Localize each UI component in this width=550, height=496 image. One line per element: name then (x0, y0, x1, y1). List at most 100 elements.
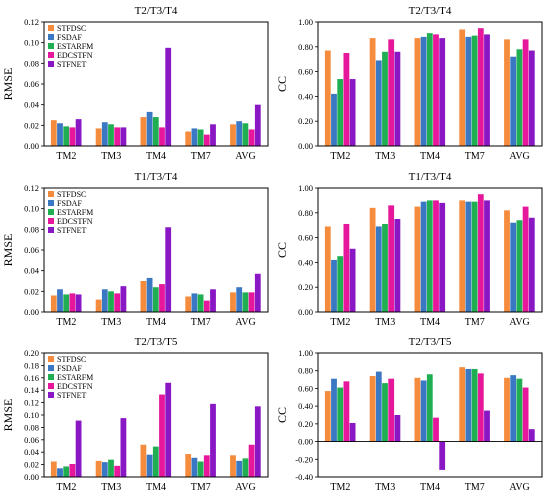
y-tick-label: 0.40 (298, 91, 313, 101)
bar (69, 463, 76, 477)
bar (324, 226, 331, 312)
bar (369, 376, 376, 442)
bar (159, 394, 165, 477)
bar (369, 38, 376, 147)
y-tick-label: 0.14 (24, 385, 40, 395)
bar (210, 403, 216, 477)
y-tick-label: 0.20 (298, 116, 313, 126)
bar (433, 417, 439, 442)
y-tick-label: 0.12 (24, 17, 39, 27)
y-tick-label: 0.10 (24, 38, 39, 48)
y-tick-label: 0.10 (24, 204, 39, 214)
x-tick-label: AVG (509, 317, 529, 328)
bar (343, 53, 350, 146)
y-tick-label: 0.00 (24, 472, 39, 482)
bar (203, 134, 210, 146)
y-tick-label: 0.12 (24, 183, 39, 193)
bar (101, 289, 108, 312)
bar (394, 415, 401, 442)
bar (337, 387, 344, 442)
x-tick-label: TM3 (375, 317, 395, 328)
bar (230, 292, 236, 312)
x-tick-label: TM3 (101, 482, 121, 493)
y-axis-label: CC (275, 76, 289, 92)
bar (108, 459, 114, 477)
y-tick-label: 1.00 (298, 348, 313, 358)
panel-title: T2/T3/T4 (409, 5, 452, 17)
x-tick-label: TM2 (330, 317, 350, 328)
legend-label: FSDAF (57, 33, 82, 42)
x-tick-label: TM3 (101, 151, 121, 162)
y-tick-label: -0.20 (295, 454, 313, 464)
bar (388, 205, 395, 312)
bar (477, 373, 484, 442)
bar (185, 296, 192, 312)
legend-label: EDCSTFN (57, 217, 93, 226)
x-tick-label: AVG (235, 151, 255, 162)
bar (420, 380, 427, 442)
bar (343, 223, 350, 312)
y-axis-label: RMSE (1, 68, 15, 101)
bar (101, 122, 108, 146)
legend-label: FSDAF (57, 199, 82, 208)
x-tick-label: TM4 (146, 482, 166, 493)
bar (254, 273, 261, 312)
y-tick-label: 0.00 (298, 141, 313, 151)
bar (242, 458, 249, 477)
legend-swatch (48, 374, 54, 380)
bar (331, 259, 337, 312)
bar (101, 462, 108, 477)
bar (146, 277, 153, 312)
bar (203, 300, 210, 312)
bar (197, 294, 204, 312)
bar (146, 111, 153, 146)
y-tick-label: 0.02 (24, 120, 39, 130)
y-tick-label: 0.60 (298, 233, 313, 243)
bar (504, 39, 510, 146)
bar (69, 293, 76, 312)
bar (382, 383, 388, 442)
plot-frame (43, 21, 269, 147)
y-tick-label: 0.00 (24, 141, 39, 151)
bar (210, 289, 216, 312)
x-tick-label: AVG (235, 482, 255, 493)
bar (69, 127, 76, 146)
plot-frame (43, 352, 269, 478)
bar (375, 60, 382, 146)
y-tick-label: 0.00 (298, 307, 313, 317)
bar (414, 377, 421, 442)
bar (120, 127, 127, 146)
legend-swatch (48, 218, 54, 224)
bar (516, 49, 523, 146)
bar (324, 391, 331, 442)
bar (191, 128, 198, 146)
bar (343, 381, 350, 442)
bar (165, 47, 172, 146)
bar (433, 200, 439, 312)
bar (510, 56, 517, 146)
bar (465, 36, 472, 146)
y-tick-label: 0.40 (298, 401, 313, 411)
bar (522, 387, 529, 442)
bar (510, 375, 517, 442)
plot-frame (317, 21, 543, 147)
bar (120, 286, 127, 312)
bar (349, 248, 356, 312)
bar (349, 422, 356, 442)
bar (439, 441, 446, 470)
bar (114, 293, 121, 312)
bar (426, 33, 433, 146)
bar (504, 377, 510, 442)
x-tick-label: AVG (509, 151, 529, 162)
bar (394, 219, 401, 312)
bar (159, 127, 165, 146)
y-axis-label: RMSE (1, 234, 15, 267)
x-tick-label: TM2 (56, 317, 76, 328)
y-tick-label: 0.18 (24, 360, 39, 370)
x-tick-label: TM3 (375, 151, 395, 162)
bar (382, 223, 388, 312)
y-tick-label: 0.80 (298, 42, 313, 52)
bar (210, 124, 216, 146)
bar (349, 79, 356, 146)
y-tick-label: 0.06 (24, 435, 39, 445)
